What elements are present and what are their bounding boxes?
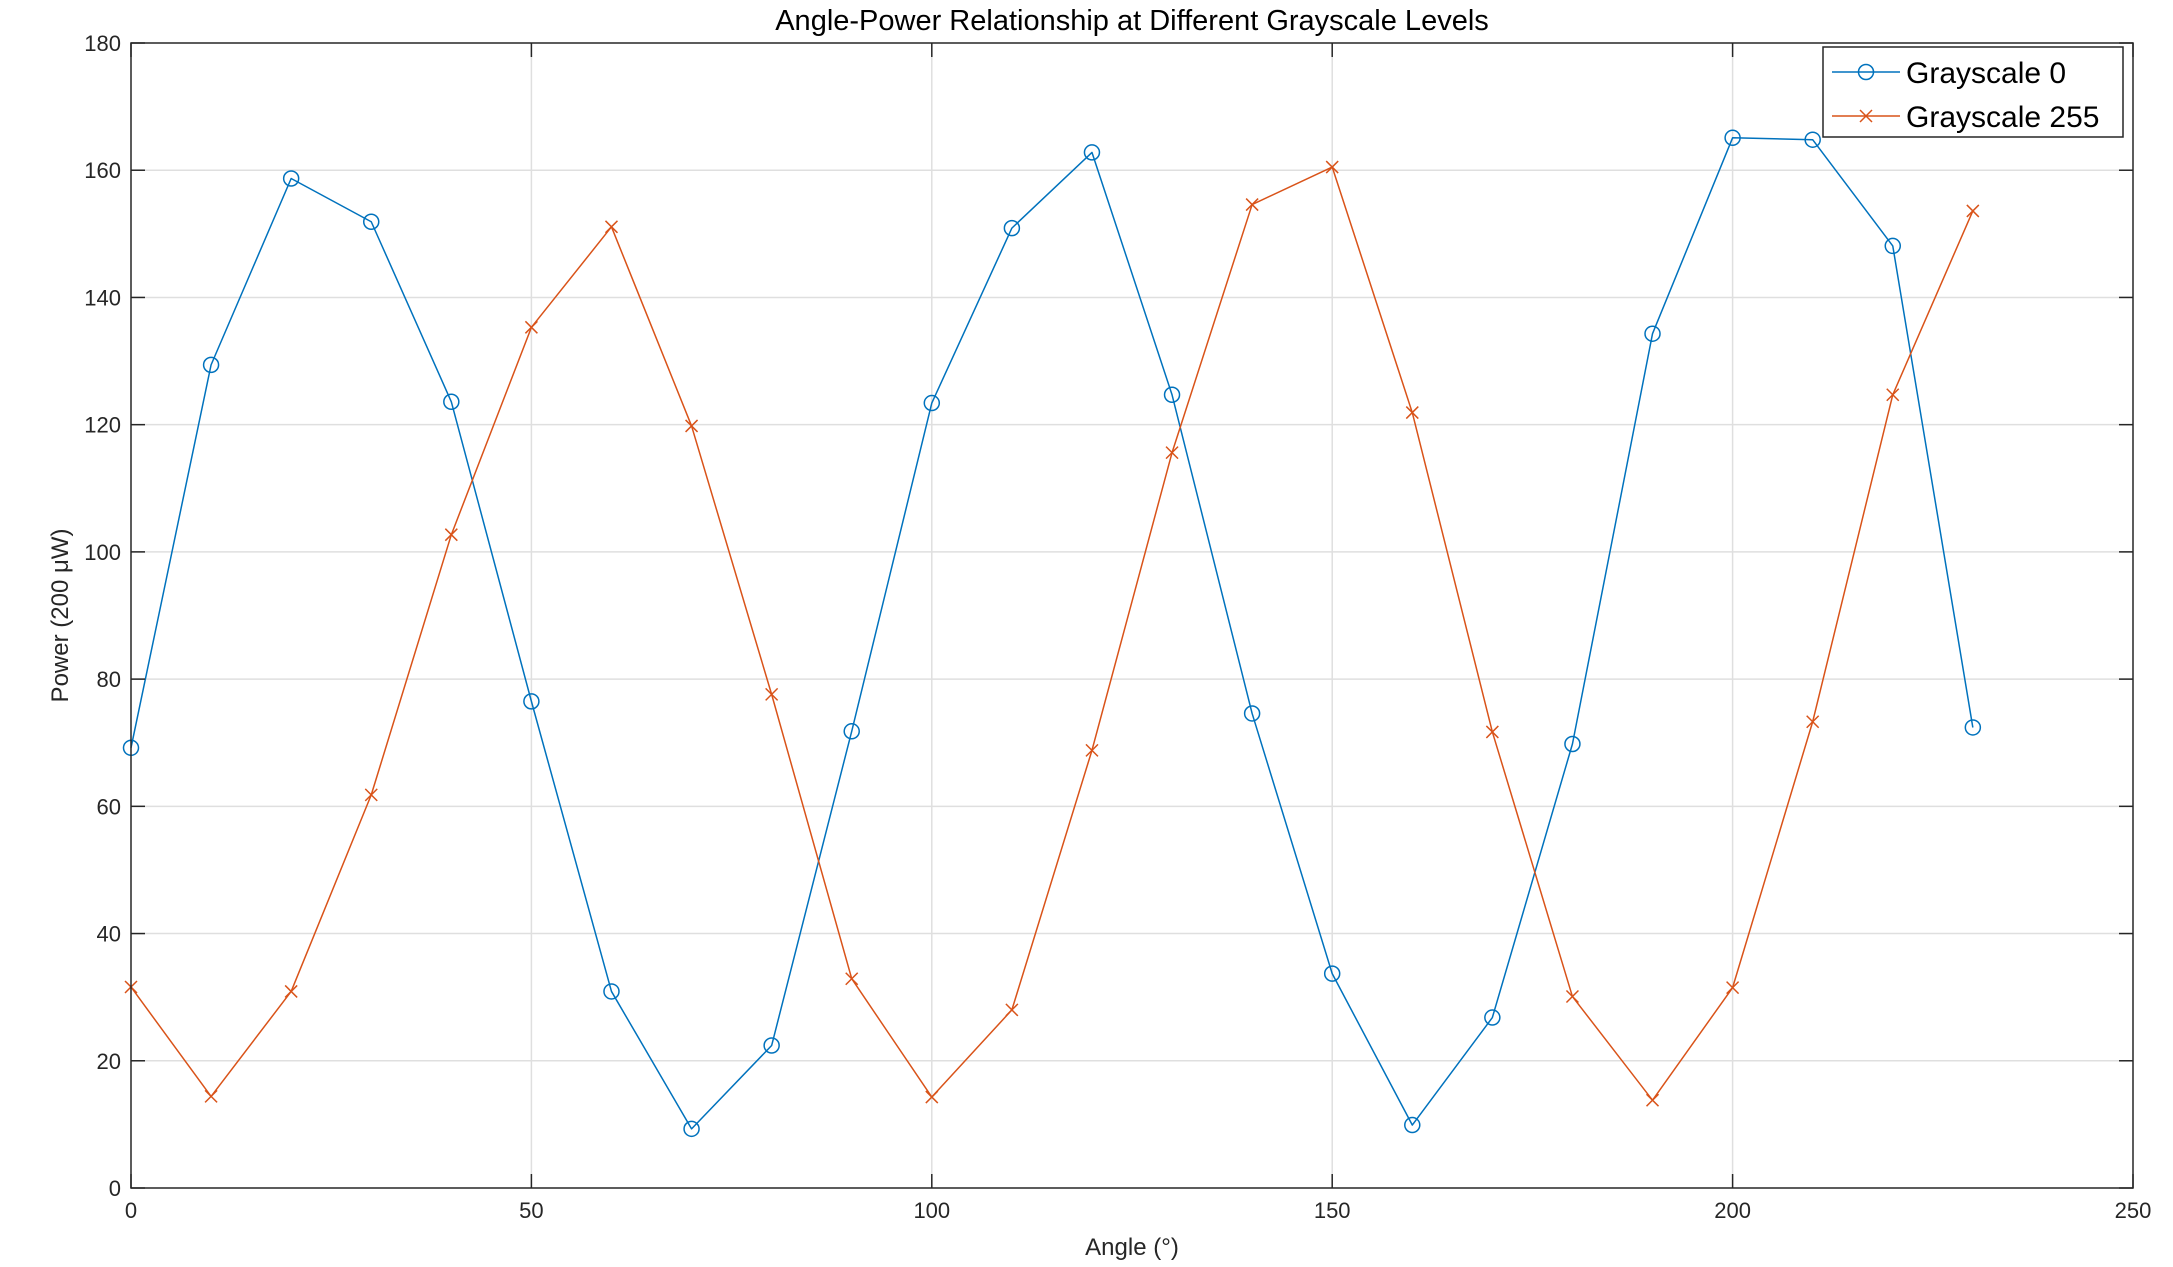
- data-point-grayscale-0: [202, 356, 220, 374]
- x-tick-label: 50: [519, 1198, 543, 1223]
- ticks: 0 50 100 150 200 250 0 20 40 60 80 100 120 140 160 180: [84, 31, 2151, 1223]
- data-point-grayscale-255: [1726, 981, 1740, 995]
- series-line-grayscale-0: [130, 137, 1974, 1130]
- y-tick-label: 100: [84, 540, 121, 565]
- data-point-grayscale-255: [1485, 725, 1499, 739]
- x-tick-label: 0: [125, 1198, 137, 1223]
- data-point-grayscale-255: [364, 788, 378, 802]
- x-tick-label: 200: [1714, 1198, 1751, 1223]
- x-tick-label: 100: [913, 1198, 950, 1223]
- legend-label-grayscale-0: Grayscale 0: [1906, 57, 2066, 90]
- data-point-grayscale-255: [604, 220, 619, 234]
- data-point-grayscale-0: [523, 693, 540, 710]
- data-point-grayscale-255: [1325, 160, 1339, 174]
- data-point-grayscale-255: [444, 528, 458, 542]
- data-point-grayscale-255: [685, 419, 699, 433]
- grid: [131, 43, 2133, 1188]
- data-point-grayscale-0: [923, 394, 941, 412]
- data-point-grayscale-255: [1886, 388, 1900, 402]
- data-point-grayscale-255: [1085, 743, 1099, 757]
- y-tick-label: 120: [84, 413, 121, 438]
- data-point-grayscale-255: [204, 1089, 218, 1103]
- data-point-grayscale-0: [282, 170, 300, 187]
- data-point-grayscale-0: [1484, 1009, 1501, 1026]
- data-point-grayscale-0: [1323, 965, 1341, 982]
- y-axis-label: Power (200 μW): [47, 529, 74, 703]
- data-point-grayscale-0: [1243, 705, 1261, 722]
- y-tick-label: 80: [97, 667, 121, 692]
- x-tick-label: 250: [2115, 1198, 2152, 1223]
- data-point-grayscale-255: [1966, 204, 1980, 218]
- data-point-grayscale-0: [1404, 1116, 1421, 1134]
- x-axis-label: Angle (°): [1085, 1234, 1179, 1261]
- series-layer: [122, 129, 1982, 1138]
- data-point-grayscale-0: [1644, 325, 1661, 342]
- series-line-grayscale-255: [130, 166, 1974, 1101]
- y-tick-label: 0: [109, 1176, 121, 1201]
- data-point-grayscale-0: [362, 213, 380, 230]
- x-tick-label: 150: [1314, 1198, 1351, 1223]
- y-tick-label: 160: [84, 158, 121, 183]
- data-point-grayscale-255: [1405, 406, 1419, 420]
- legend-box: [1822, 46, 2124, 138]
- data-point-grayscale-255: [1165, 446, 1179, 460]
- legend-marker-grayscale-255: [1859, 109, 1873, 123]
- y-tick-label: 40: [97, 922, 121, 947]
- y-tick-label: 60: [97, 794, 121, 819]
- data-point-grayscale-0: [443, 393, 460, 411]
- data-point-grayscale-255: [1245, 198, 1259, 212]
- legend: Grayscale 0 Grayscale 255: [1822, 46, 2124, 138]
- data-point-grayscale-0: [1163, 386, 1181, 404]
- legend-label-grayscale-255: Grayscale 255: [1906, 101, 2099, 134]
- data-point-grayscale-255: [1005, 1003, 1019, 1017]
- data-point-grayscale-255: [1645, 1093, 1660, 1107]
- data-point-grayscale-0: [1003, 219, 1021, 237]
- data-point-grayscale-255: [925, 1090, 939, 1104]
- data-point-grayscale-0: [603, 983, 620, 1000]
- data-point-grayscale-0: [1884, 237, 1902, 255]
- y-tick-label: 180: [84, 31, 121, 56]
- data-point-grayscale-255: [845, 972, 859, 986]
- data-point-grayscale-255: [524, 320, 538, 334]
- chart-title: Angle-Power Relationship at Different Gr…: [775, 5, 1489, 37]
- y-tick-label: 20: [97, 1049, 121, 1074]
- data-point-grayscale-0: [1724, 129, 1741, 147]
- data-point-grayscale-0: [1083, 144, 1101, 161]
- data-point-grayscale-255: [284, 984, 298, 998]
- plot-frame: [130, 42, 2134, 1189]
- data-point-grayscale-255: [1806, 715, 1820, 729]
- data-point-grayscale-0: [763, 1037, 780, 1054]
- data-point-grayscale-0: [1564, 735, 1581, 753]
- data-point-grayscale-255: [1565, 990, 1579, 1004]
- legend-marker-grayscale-0: [1857, 63, 1875, 81]
- data-point-grayscale-0: [1804, 131, 1821, 148]
- data-point-grayscale-0: [683, 1120, 700, 1138]
- data-point-grayscale-0: [1964, 719, 1982, 736]
- plot-area: [131, 43, 2133, 1188]
- data-point-grayscale-0: [843, 723, 860, 740]
- data-point-grayscale-255: [765, 687, 779, 701]
- y-tick-label: 140: [84, 285, 121, 310]
